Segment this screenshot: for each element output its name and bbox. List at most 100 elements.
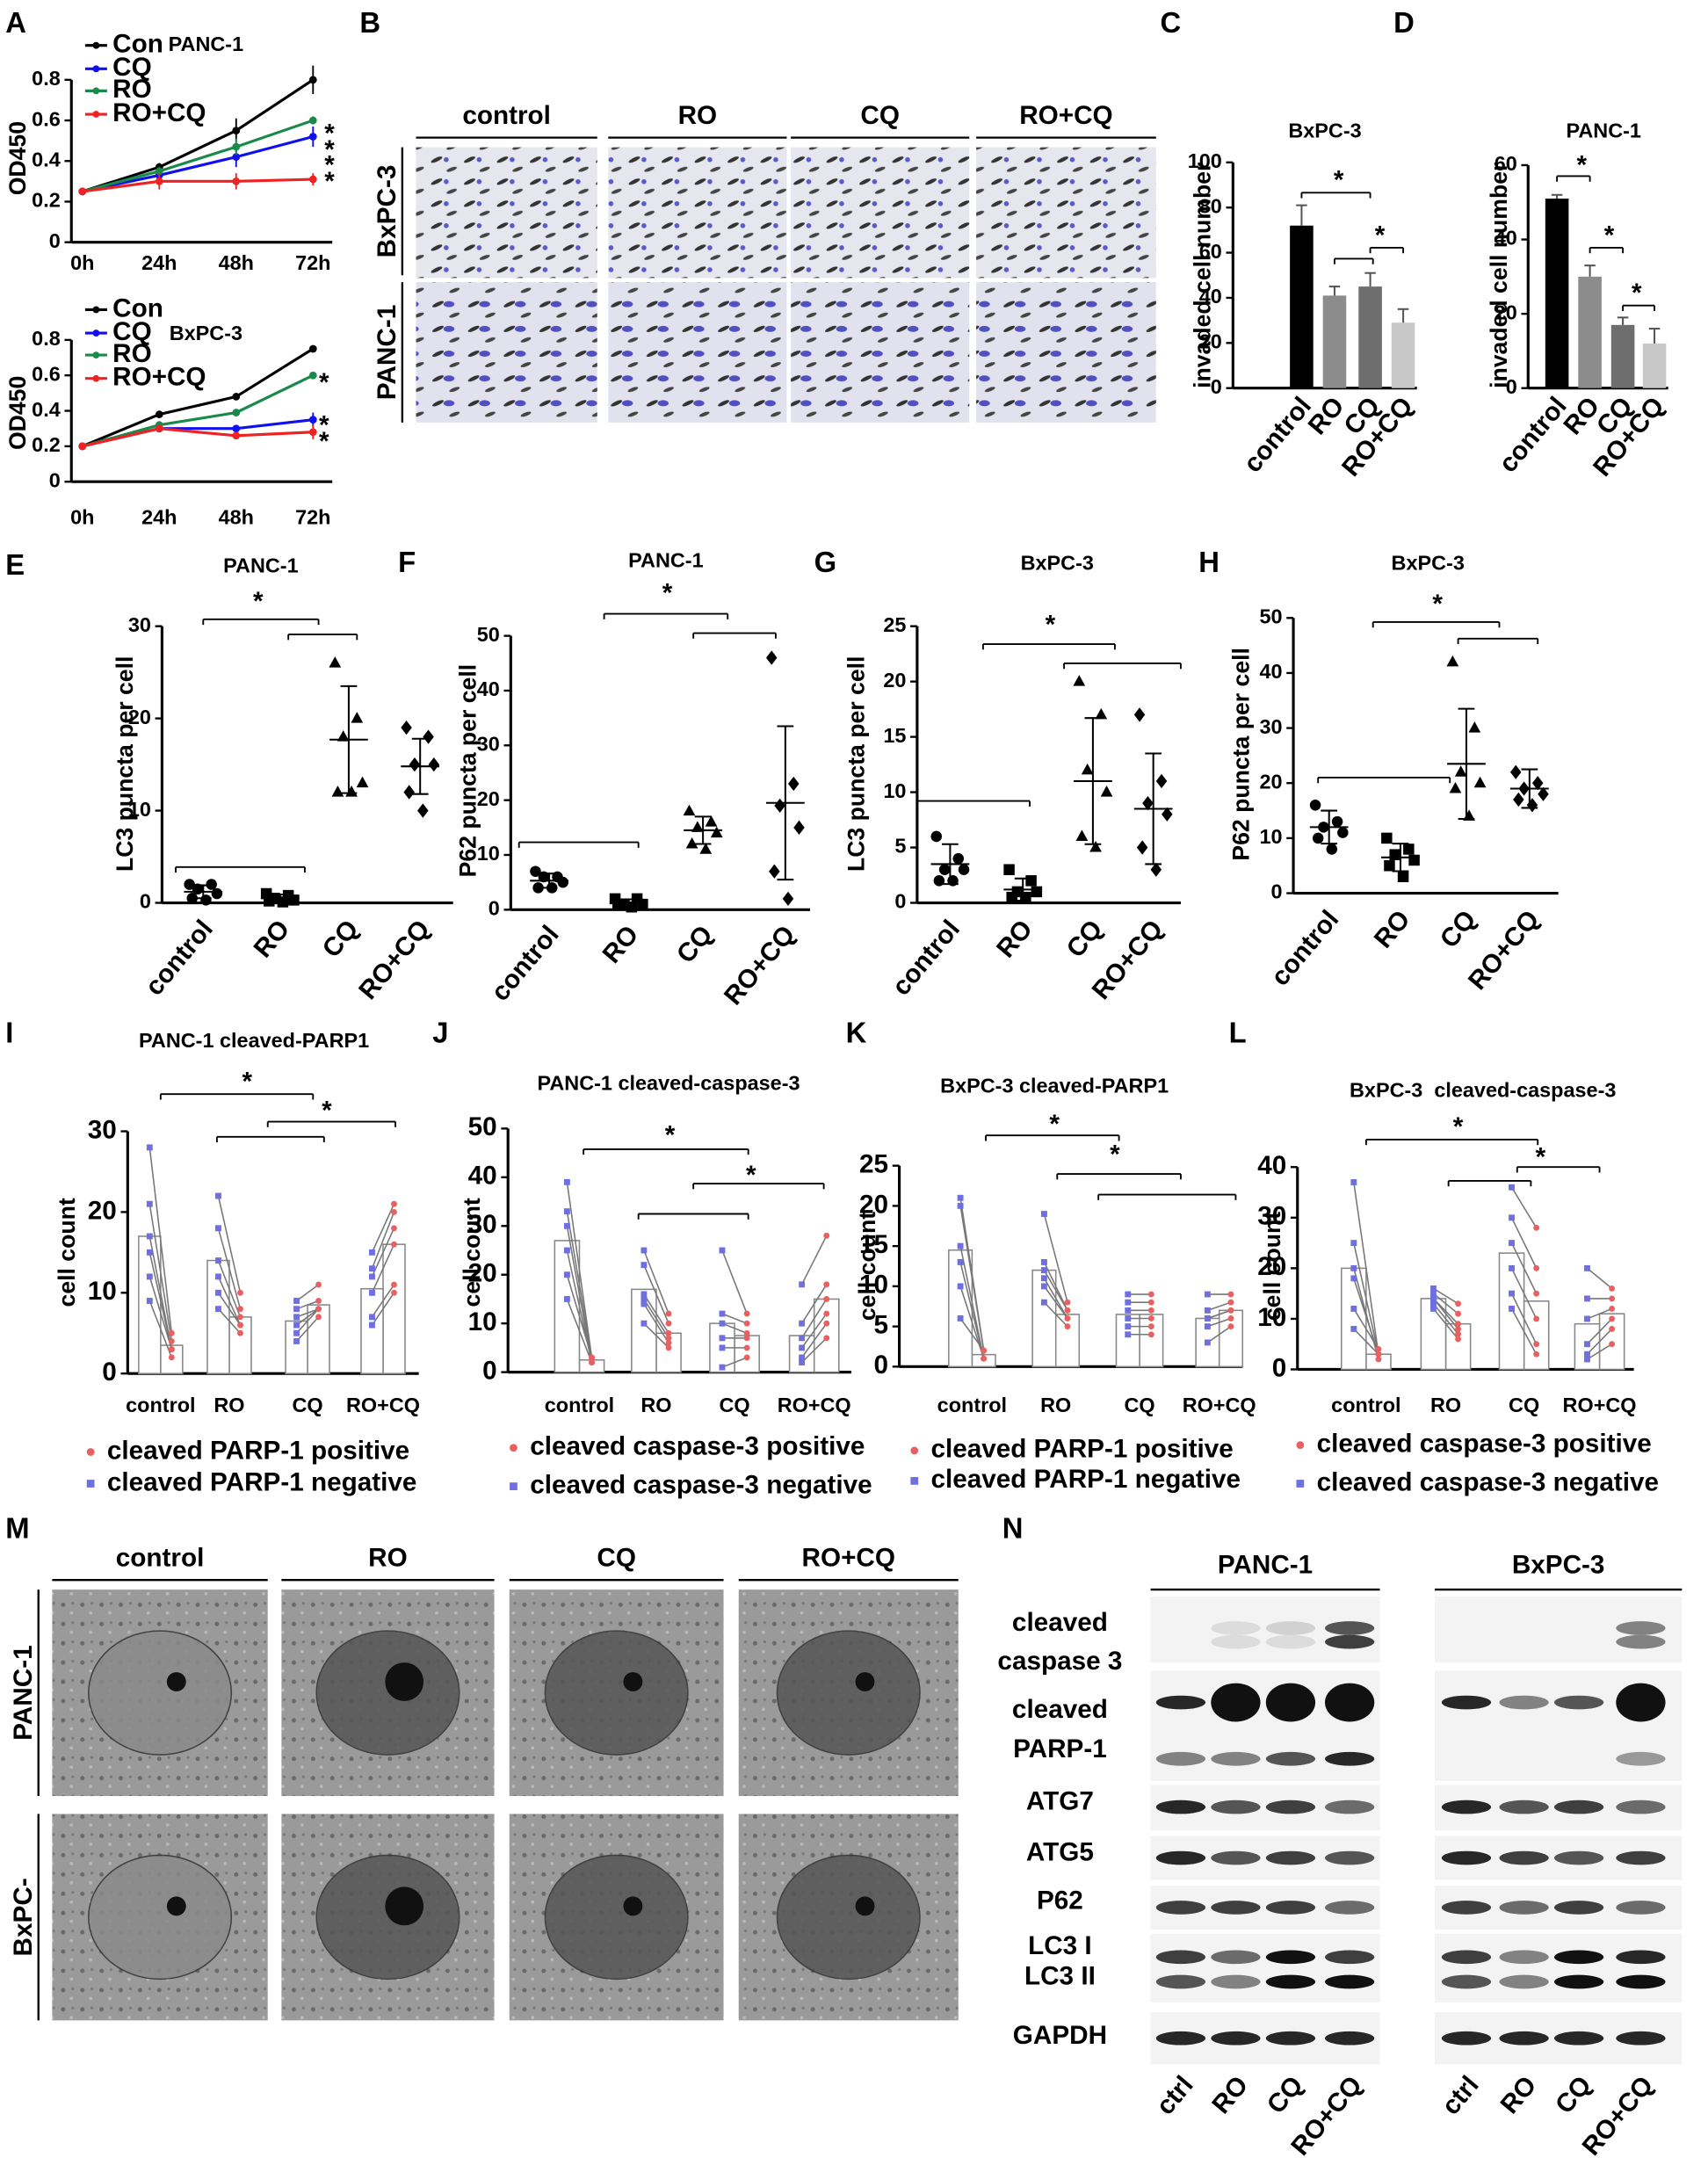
blot-band	[1211, 1950, 1261, 1965]
pair-line	[296, 1307, 319, 1318]
legend-label: Con	[112, 30, 163, 59]
lane-label: CQ	[1262, 2071, 1309, 2119]
point	[1031, 886, 1043, 898]
point	[391, 1200, 397, 1207]
point	[1147, 1331, 1154, 1338]
pair-line	[1510, 1268, 1538, 1320]
point	[293, 1306, 300, 1313]
pair-line	[371, 1284, 395, 1318]
pair-line	[371, 1203, 395, 1253]
point	[719, 1247, 726, 1254]
y-tick-label: 30	[128, 613, 151, 636]
point	[1003, 864, 1015, 875]
pair-line	[296, 1284, 320, 1302]
point	[799, 1335, 806, 1342]
point	[1064, 1299, 1071, 1306]
micrograph	[608, 282, 787, 423]
point	[1227, 1299, 1234, 1306]
point	[557, 876, 568, 888]
x-tick-label: CQ	[719, 1394, 749, 1416]
pair-line	[371, 1243, 395, 1293]
chart-title: PANC-1	[169, 33, 243, 55]
series-line	[82, 119, 314, 193]
significance-mark: *	[1110, 1141, 1120, 1170]
x-tick-label: control	[545, 1394, 614, 1416]
point	[1064, 1307, 1071, 1314]
point	[391, 1281, 397, 1288]
blot-band	[1499, 1901, 1549, 1915]
blot-band	[1553, 1901, 1604, 1915]
panel-label: H	[1198, 546, 1219, 578]
point	[1455, 1321, 1462, 1328]
x-tick-label: RO	[991, 915, 1039, 963]
pair-line	[371, 1227, 395, 1278]
pair-line	[295, 1316, 320, 1342]
chart-title: BxPC-3	[1288, 119, 1361, 142]
blot-band	[1616, 1901, 1666, 1915]
nucleus	[544, 1854, 689, 1981]
point	[308, 371, 317, 380]
blot-band	[1211, 1800, 1261, 1814]
blot-band	[1265, 1621, 1316, 1635]
point	[308, 344, 317, 353]
pair-line	[1353, 1182, 1379, 1355]
point	[612, 898, 624, 910]
point	[1375, 1351, 1382, 1358]
pair-line	[1043, 1213, 1068, 1303]
pair-line	[800, 1284, 828, 1324]
nucleus	[88, 1630, 233, 1756]
point	[958, 864, 970, 875]
point	[1064, 1323, 1071, 1330]
point	[640, 1247, 648, 1254]
blot-band	[1553, 1800, 1604, 1814]
point	[1430, 1300, 1437, 1307]
pair-line	[566, 1182, 593, 1358]
point	[665, 1344, 672, 1351]
x-tick-label: RO	[597, 920, 644, 968]
point	[308, 416, 317, 424]
point	[823, 1281, 830, 1288]
point	[563, 1296, 570, 1302]
point	[957, 1242, 964, 1249]
nucleolus	[385, 1662, 424, 1701]
row-label: ATG5	[1026, 1838, 1094, 1867]
x-tick-label: CQ	[317, 915, 365, 963]
bar	[1340, 1267, 1367, 1371]
point	[665, 1339, 672, 1346]
point	[532, 882, 544, 894]
pair-line	[1043, 1301, 1068, 1328]
point	[215, 1225, 221, 1232]
bar	[734, 1335, 760, 1373]
x-tick-label: control	[937, 1394, 1007, 1416]
point	[640, 1300, 648, 1307]
pair-line	[217, 1292, 242, 1326]
y-tick-label: 10	[128, 798, 151, 821]
point	[1509, 1240, 1515, 1247]
point	[155, 167, 163, 176]
point	[705, 815, 718, 827]
point	[1509, 764, 1522, 779]
point	[369, 1265, 375, 1272]
nucleus	[315, 1854, 460, 1981]
x-tick-label: RO+CQ	[353, 915, 436, 1005]
y-tick-label: 60	[1494, 152, 1517, 175]
point	[237, 1322, 243, 1329]
pair-line	[566, 1211, 593, 1358]
legend-marker	[92, 329, 100, 337]
x-tick-label: 48h	[219, 251, 254, 274]
x-tick-label: control	[486, 920, 565, 1006]
bar	[1322, 295, 1347, 388]
micrograph	[416, 147, 597, 279]
legend-marker	[92, 351, 100, 359]
point	[1040, 1283, 1047, 1290]
y-tick-label: 5	[874, 1310, 889, 1339]
point	[1509, 1184, 1515, 1191]
point	[315, 1281, 322, 1288]
point	[787, 776, 800, 792]
bar	[1642, 343, 1667, 388]
blot-band	[1441, 1695, 1492, 1710]
legend-label: cleaved caspase-3 positive	[530, 1432, 865, 1461]
y-axis-label: P62 puncta per cell	[454, 664, 481, 878]
blot-band	[1155, 1751, 1206, 1766]
